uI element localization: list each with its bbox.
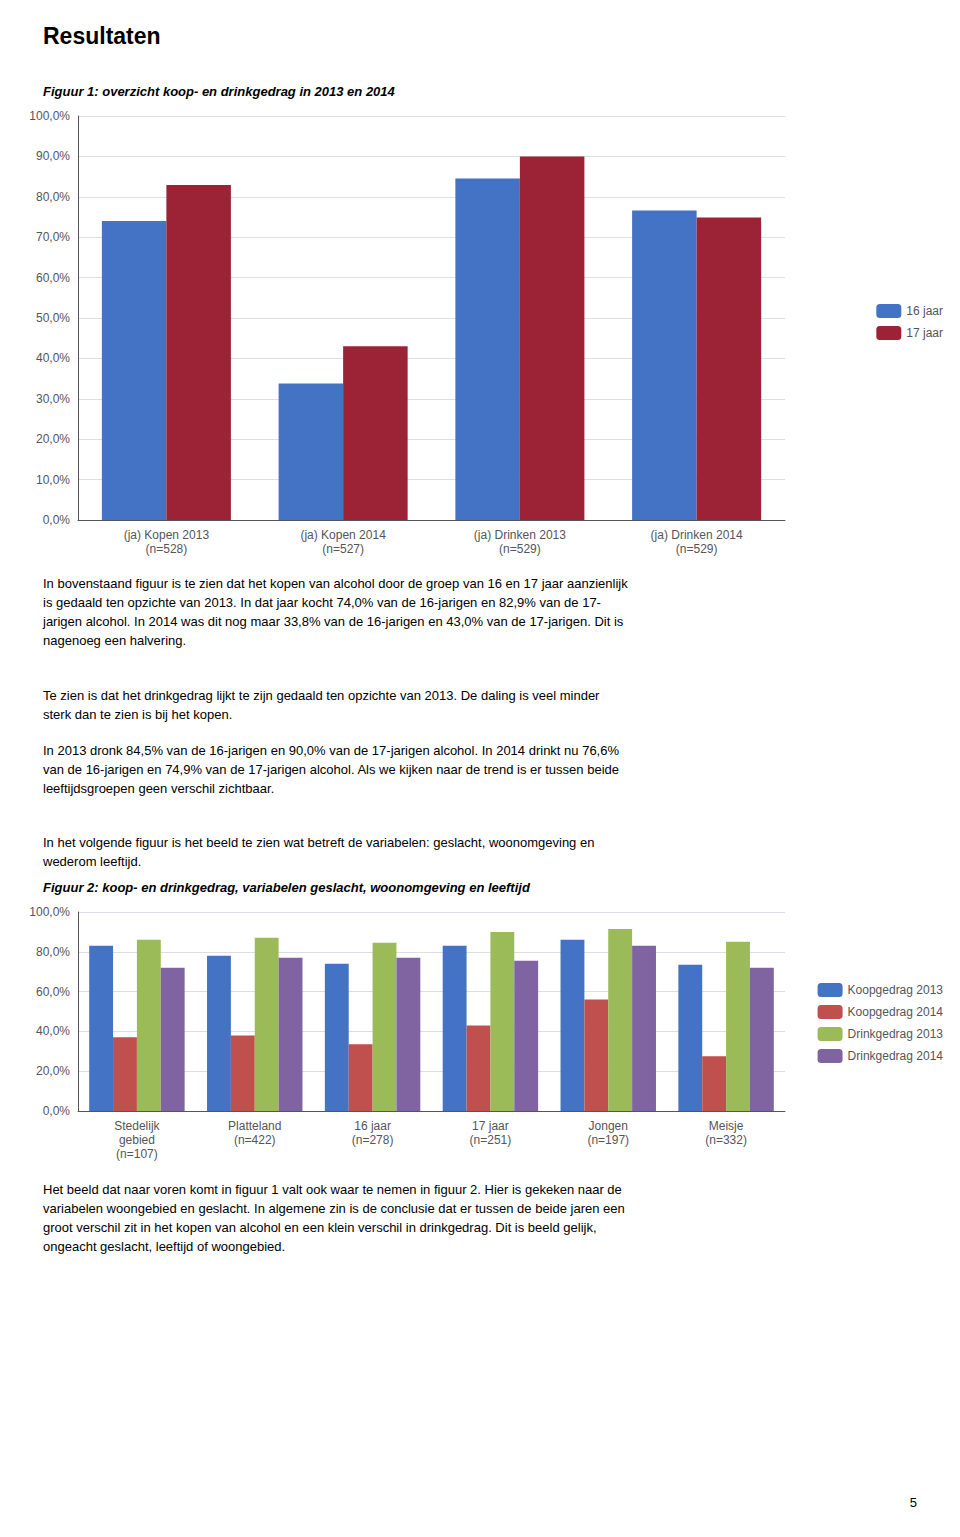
svg-text:Koopgedrag 2014: Koopgedrag 2014	[848, 1005, 944, 1019]
svg-text:Drinkgedrag 2013: Drinkgedrag 2013	[848, 1027, 944, 1041]
svg-text:40,0%: 40,0%	[36, 1024, 70, 1038]
svg-text:(ja) Kopen 2014: (ja) Kopen 2014	[300, 528, 386, 542]
svg-text:40,0%: 40,0%	[36, 351, 70, 365]
svg-text:(n=529): (n=529)	[676, 542, 718, 556]
svg-text:17 jaar: 17 jaar	[472, 1119, 509, 1133]
svg-text:(n=529): (n=529)	[499, 542, 541, 556]
svg-text:16 jaar: 16 jaar	[906, 304, 943, 318]
svg-text:Jongen: Jongen	[589, 1119, 628, 1133]
svg-text:(n=251): (n=251)	[470, 1133, 512, 1147]
svg-text:(n=528): (n=528)	[146, 542, 188, 556]
svg-text:Koopgedrag 2013: Koopgedrag 2013	[848, 983, 944, 997]
svg-text:0,0%: 0,0%	[43, 513, 71, 527]
html-text:Resultaten: Resultaten	[43, 23, 161, 49]
svg-text:20,0%: 20,0%	[36, 432, 70, 446]
svg-text:(ja) Kopen 2013: (ja) Kopen 2013	[124, 528, 210, 542]
svg-text:80,0%: 80,0%	[36, 190, 70, 204]
svg-text:Stedelijk: Stedelijk	[114, 1119, 160, 1133]
svg-text:90,0%: 90,0%	[36, 149, 70, 163]
svg-text:Figuur 1: overzicht koop- en d: Figuur 1: overzicht koop- en drinkgedrag…	[43, 84, 396, 99]
html-text:5: 5	[909, 1495, 917, 1510]
html-text:Te zien is dat het drinkgedrag: Te zien is dat het drinkgedrag lijkt te …	[43, 688, 600, 722]
svg-text:(n=107): (n=107)	[116, 1147, 158, 1161]
html-text:In het volgende figuur is het: In het volgende figuur is het beeld te z…	[43, 835, 595, 869]
svg-text:70,0%: 70,0%	[36, 230, 70, 244]
svg-text:16 jaar: 16 jaar	[354, 1119, 391, 1133]
svg-text:50,0%: 50,0%	[36, 311, 70, 325]
svg-text:gebied: gebied	[119, 1133, 155, 1147]
svg-text:(n=422): (n=422)	[234, 1133, 276, 1147]
svg-text:Drinkgedrag 2014: Drinkgedrag 2014	[848, 1049, 944, 1063]
html-text:In 2013 dronk 84,5% van de 16-: In 2013 dronk 84,5% van de 16-jarigen en…	[43, 743, 619, 796]
svg-text:(n=278): (n=278)	[352, 1133, 394, 1147]
svg-text:100,0%: 100,0%	[29, 109, 70, 123]
svg-text:0,0%: 0,0%	[43, 1104, 71, 1118]
svg-text:(n=332): (n=332)	[705, 1133, 747, 1147]
svg-text:17 jaar: 17 jaar	[906, 326, 943, 340]
svg-text:10,0%: 10,0%	[36, 473, 70, 487]
svg-text:Meisje: Meisje	[709, 1119, 744, 1133]
svg-text:Platteland: Platteland	[228, 1119, 281, 1133]
html-text:In bovenstaand figuur is te zi: In bovenstaand figuur is te zien dat het…	[43, 576, 628, 648]
svg-text:100,0%: 100,0%	[29, 905, 70, 919]
svg-text:20,0%: 20,0%	[36, 1064, 70, 1078]
svg-text:Figuur 2: koop- en drinkgedrag: Figuur 2: koop- en drinkgedrag, variabel…	[43, 880, 531, 895]
svg-text:(ja) Drinken 2014: (ja) Drinken 2014	[651, 528, 743, 542]
svg-text:(n=527): (n=527)	[322, 542, 364, 556]
svg-text:(ja) Drinken 2013: (ja) Drinken 2013	[474, 528, 566, 542]
svg-text:(n=197): (n=197)	[587, 1133, 629, 1147]
svg-text:80,0%: 80,0%	[36, 945, 70, 959]
html-text:Het beeld dat naar voren komt: Het beeld dat naar voren komt in figuur …	[43, 1182, 625, 1254]
svg-text:60,0%: 60,0%	[36, 271, 70, 285]
svg-text:60,0%: 60,0%	[36, 985, 70, 999]
svg-text:30,0%: 30,0%	[36, 392, 70, 406]
